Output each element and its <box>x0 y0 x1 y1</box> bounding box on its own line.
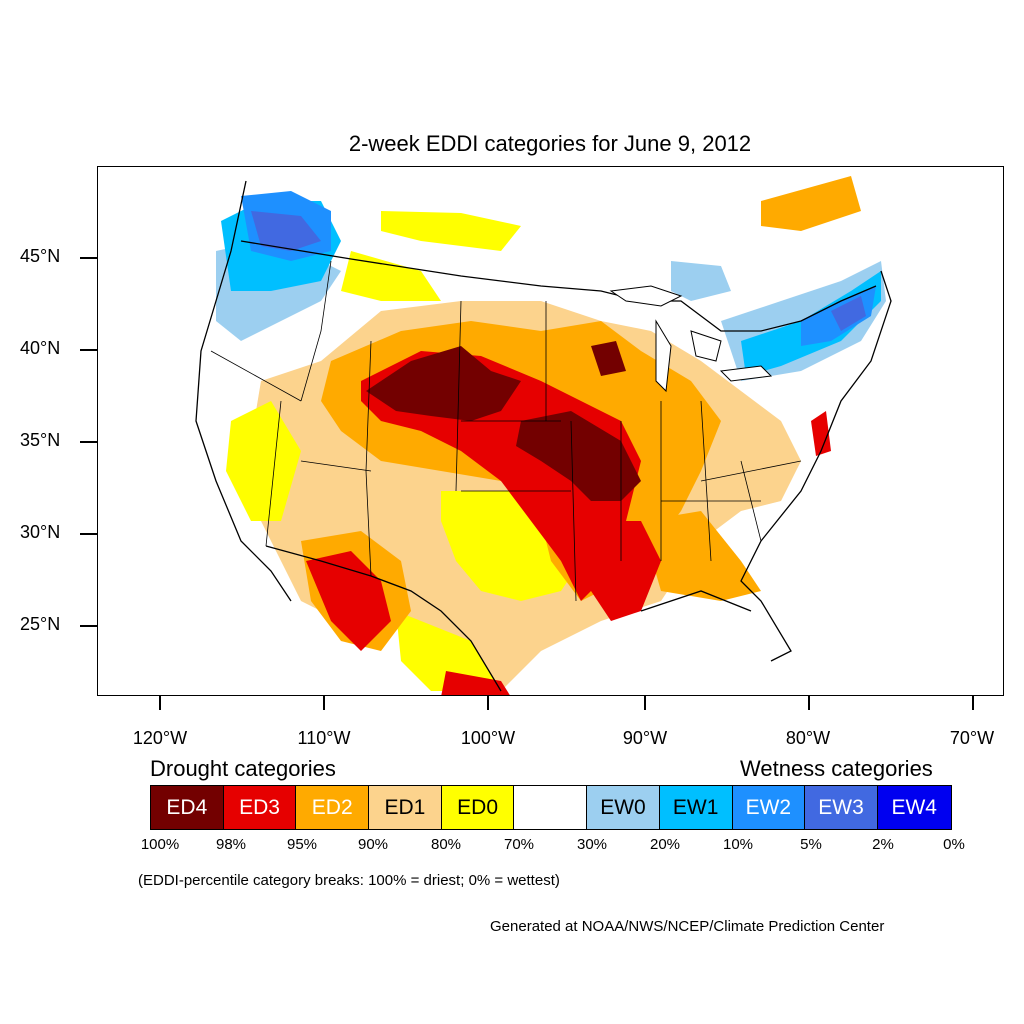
legend-colorbar: ED4 ED3 ED2 ED1 ED0 EW0 EW1 EW2 EW3 EW4 <box>150 785 952 830</box>
percentile-label: 0% <box>943 836 965 853</box>
wetness-categories-heading: Wetness categories <box>740 756 933 781</box>
lat-label-45: 45°N <box>20 246 61 266</box>
ed0-region-north <box>381 211 521 251</box>
lon-label-90w: 90°W <box>622 728 668 748</box>
lat-tick <box>80 257 97 259</box>
legend-box-ew2: EW2 <box>732 786 806 829</box>
credit-line: Generated at NOAA/NWS/NCEP/Climate Predi… <box>490 918 885 935</box>
lat-label-35: 35°N <box>20 430 61 450</box>
lat-label-40: 40°N <box>20 338 61 358</box>
lon-tick <box>808 696 810 710</box>
lon-label-100w: 100°W <box>460 728 516 748</box>
lon-label-70w: 70°W <box>949 728 995 748</box>
ed4-region-colorado <box>366 346 521 421</box>
lon-tick <box>972 696 974 710</box>
legend-box-ed3: ED3 <box>223 786 297 829</box>
map-plot-area <box>97 166 1004 696</box>
category-breaks-note: (EDDI-percentile category breaks: 100% =… <box>138 872 560 889</box>
legend-box-ew4: EW4 <box>877 786 951 829</box>
lat-label-25: 25°N <box>20 614 61 634</box>
ew3-region-northeast <box>831 296 866 331</box>
percentile-label: 80% <box>430 836 462 853</box>
lat-tick <box>80 533 97 535</box>
ed0-region-west <box>226 401 301 521</box>
legend-box-ed0: ED0 <box>441 786 515 829</box>
percentile-label: 98% <box>215 836 247 853</box>
ed2-region-canada <box>761 176 861 231</box>
lon-label-80w: 80°W <box>785 728 831 748</box>
ew0-region-greatlakes <box>671 261 731 301</box>
state-lines <box>210 260 802 602</box>
great-lakes <box>609 285 773 393</box>
lon-label-120w: 120°W <box>132 728 188 748</box>
percentile-label: 20% <box>649 836 681 853</box>
lat-tick <box>80 625 97 627</box>
percentile-label: 95% <box>286 836 318 853</box>
legend-box-ed1: ED1 <box>369 786 442 829</box>
percentile-label: 5% <box>800 836 822 853</box>
eddi-map <box>195 176 892 695</box>
percentile-label: 2% <box>872 836 894 853</box>
lon-tick <box>323 696 325 710</box>
ed3-region-mexico <box>441 671 510 695</box>
legend-box-ew1: EW1 <box>659 786 733 829</box>
legend-box-ew0: EW0 <box>587 786 660 829</box>
map-title: 2-week EDDI categories for June 9, 2012 <box>348 131 752 156</box>
lon-tick <box>487 696 489 710</box>
coastline <box>195 180 892 662</box>
lon-tick <box>159 696 161 710</box>
lat-label-30: 30°N <box>20 522 61 542</box>
legend-box-ed4: ED4 <box>151 786 224 829</box>
lon-label-110w: 110°W <box>297 728 351 748</box>
ed4-region-missouri <box>516 411 641 501</box>
us-mexico-border <box>265 545 502 692</box>
ed0-region-southtexas <box>396 611 501 691</box>
ed4-region-iowa <box>591 341 626 376</box>
percentile-label: 100% <box>140 836 180 853</box>
drought-categories-heading: Drought categories <box>150 756 336 781</box>
ed2-region-southeast <box>641 511 761 601</box>
percentile-label: 90% <box>357 836 389 853</box>
legend-box-normal <box>514 786 588 829</box>
legend-box-ed2: ED2 <box>296 786 370 829</box>
lat-tick <box>80 349 97 351</box>
percentile-label: 10% <box>722 836 754 853</box>
lat-tick <box>80 441 97 443</box>
lon-tick <box>644 696 646 710</box>
ed3-region-eastcoast <box>811 411 831 456</box>
legend-box-ew3: EW3 <box>805 786 878 829</box>
ew3-region-northwest <box>251 211 321 251</box>
percentile-label: 70% <box>503 836 535 853</box>
percentile-label: 30% <box>576 836 608 853</box>
ed0-region-northwest <box>341 251 441 301</box>
ed3-region-delta <box>576 521 661 621</box>
